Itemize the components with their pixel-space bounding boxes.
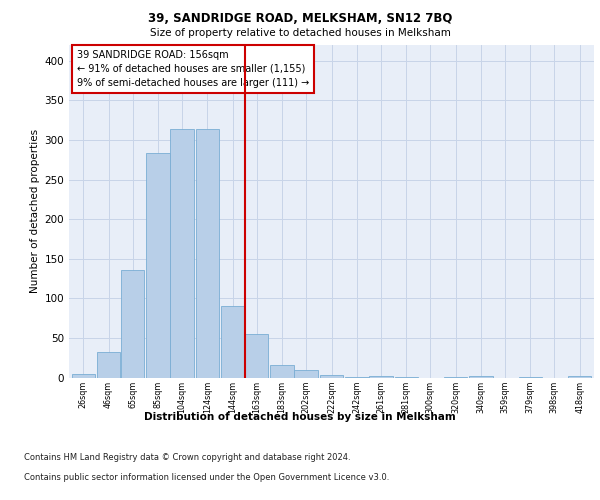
Bar <box>221 306 244 378</box>
Bar <box>444 376 467 378</box>
Text: Size of property relative to detached houses in Melksham: Size of property relative to detached ho… <box>149 28 451 38</box>
Bar <box>568 376 592 378</box>
Bar <box>121 270 145 378</box>
Bar <box>345 376 368 378</box>
Text: 39, SANDRIDGE ROAD, MELKSHAM, SN12 7BQ: 39, SANDRIDGE ROAD, MELKSHAM, SN12 7BQ <box>148 12 452 26</box>
Bar <box>369 376 392 378</box>
Bar <box>196 129 219 378</box>
Bar <box>146 152 170 378</box>
Text: Distribution of detached houses by size in Melksham: Distribution of detached houses by size … <box>144 412 456 422</box>
Text: 39 SANDRIDGE ROAD: 156sqm
← 91% of detached houses are smaller (1,155)
9% of sem: 39 SANDRIDGE ROAD: 156sqm ← 91% of detac… <box>77 50 309 88</box>
Bar <box>170 129 194 378</box>
Text: Contains HM Land Registry data © Crown copyright and database right 2024.: Contains HM Land Registry data © Crown c… <box>24 452 350 462</box>
Bar <box>518 376 542 378</box>
Bar <box>320 375 343 378</box>
Bar <box>295 370 318 378</box>
Text: Contains public sector information licensed under the Open Government Licence v3: Contains public sector information licen… <box>24 472 389 482</box>
Bar <box>271 365 294 378</box>
Bar <box>71 374 95 378</box>
Y-axis label: Number of detached properties: Number of detached properties <box>30 129 40 294</box>
Bar <box>245 334 268 378</box>
Bar <box>395 376 418 378</box>
Bar <box>97 352 120 378</box>
Bar <box>469 376 493 378</box>
